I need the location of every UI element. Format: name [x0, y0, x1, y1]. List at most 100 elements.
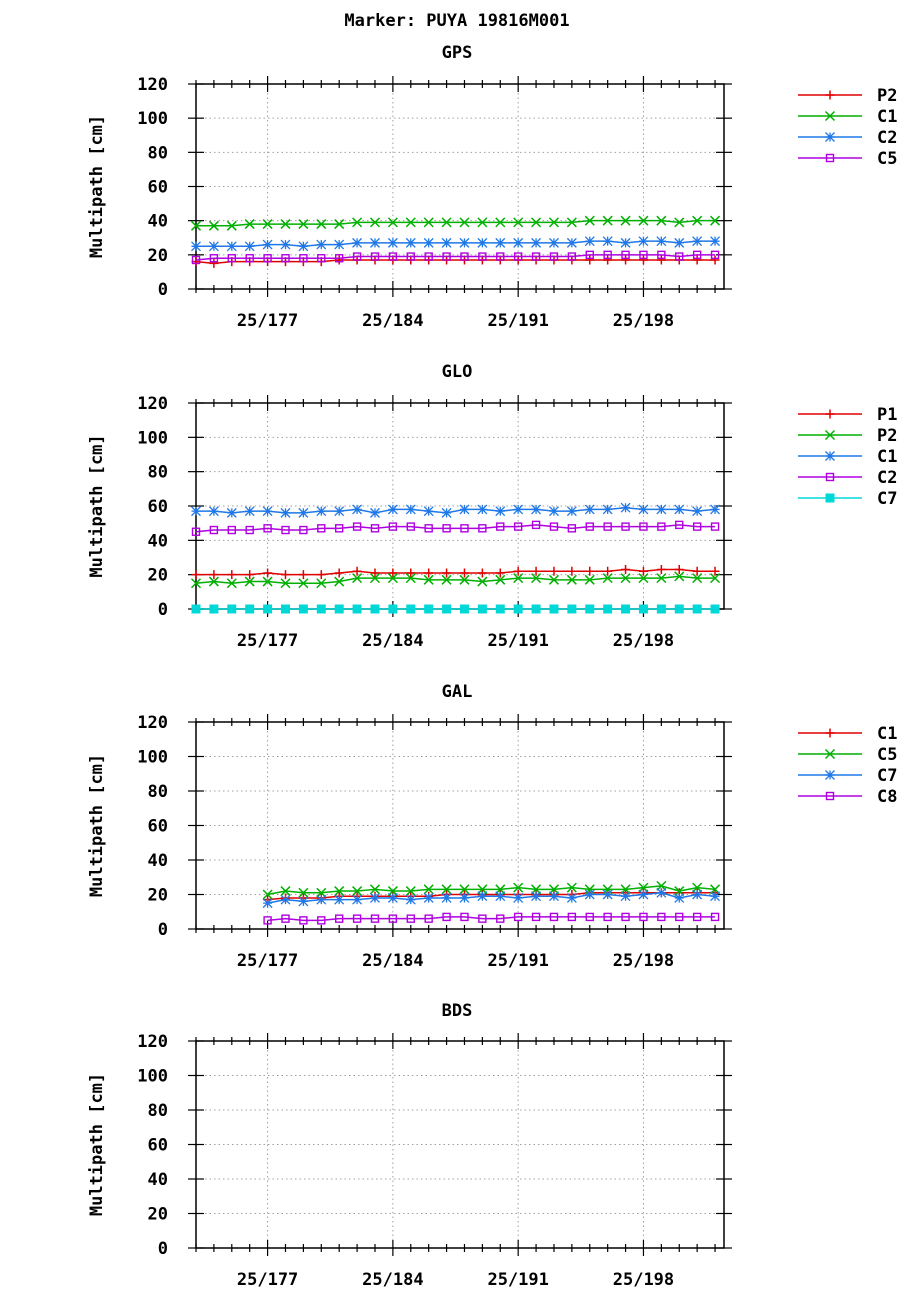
- gps-c2-point: [280, 239, 291, 250]
- gps-series-c5: [191, 250, 720, 265]
- gal-c5-point: [298, 887, 309, 898]
- glo-c1-point: [405, 504, 416, 515]
- glo-p2-point: [352, 573, 363, 584]
- gps-c5-point: [370, 252, 380, 261]
- glo-ytick-label: 100: [137, 428, 168, 448]
- glo-p2-line: [195, 575, 716, 585]
- glo-c7-point: [316, 604, 326, 614]
- gal-c7-point: [459, 892, 470, 903]
- gps-c5-point: [531, 252, 541, 261]
- gal-c7-point: [602, 889, 613, 900]
- glo-c7-point: [585, 604, 595, 614]
- glo-p1-point: [603, 566, 613, 576]
- glo-c1-point: [387, 504, 398, 515]
- glo-c7-point: [388, 604, 398, 614]
- gal-legend-label: C8: [877, 787, 897, 807]
- gps-ytick-label: 60: [148, 178, 168, 198]
- glo-p2-point: [208, 576, 219, 587]
- gps-c5-point: [299, 254, 308, 263]
- glo-c7-point: [352, 604, 362, 614]
- glo-p1-point: [710, 566, 720, 576]
- gps-c1-point: [334, 219, 345, 230]
- gal-legend-marker: [825, 770, 835, 780]
- glo-c1-point: [584, 504, 595, 515]
- gal-c8-point: [531, 912, 541, 922]
- glo-p2-point: [441, 574, 452, 585]
- gps-c2-point: [566, 237, 577, 248]
- gps-ytick-label: 40: [148, 212, 168, 232]
- gal-c5-point: [459, 884, 470, 895]
- glo-p1-point: [424, 568, 434, 578]
- glo-legend-marker: [824, 429, 836, 441]
- gps-ytick-label: 120: [137, 75, 168, 95]
- gal-legend-marker: [824, 748, 836, 760]
- gal-c8-point: [352, 914, 362, 923]
- glo-ytick-label: 60: [148, 497, 168, 517]
- bds-ytick-label: 120: [137, 1032, 168, 1052]
- gal-ytick-label: 40: [148, 851, 168, 871]
- glo-c2-point: [460, 524, 469, 533]
- gps-c2-point: [656, 236, 667, 247]
- glo-c2-point: [585, 522, 594, 531]
- gal-ytick-label: 60: [148, 817, 168, 837]
- glo-c1-line: [196, 506, 716, 514]
- gal-c8-point: [334, 914, 344, 923]
- gal-c7-point: [405, 894, 416, 905]
- gps-series-c2: [191, 236, 721, 252]
- gps-c1-point: [369, 217, 381, 228]
- gps-c2-point: [387, 237, 398, 248]
- gal-ytick-label: 100: [137, 748, 168, 768]
- bds-ytick-label: 60: [148, 1136, 168, 1156]
- gps-ytick-label: 0: [158, 280, 168, 300]
- glo-c1-point: [513, 504, 524, 515]
- gps-c1-point: [244, 219, 255, 230]
- gps-p2-point: [585, 255, 595, 265]
- gps-xtick-label: 25/177: [237, 311, 298, 331]
- gal-c8-point: [281, 914, 290, 923]
- gal-ylabel: Multipath [cm]: [87, 754, 107, 897]
- gps-c5-point: [567, 252, 577, 261]
- gps-c2-point: [531, 237, 542, 248]
- glo-c2-point: [245, 525, 254, 535]
- gps-c1-point: [441, 217, 452, 228]
- glo-p1-point: [370, 568, 380, 578]
- gps-c1-point: [674, 217, 685, 228]
- glo-p1-point: [656, 565, 666, 575]
- glo-c7-point: [227, 604, 237, 614]
- gal-c7-point: [692, 889, 703, 900]
- gal-panel: GAL 0 20 40 60 80 100 120 25/177 25/184 25/191 25/1…: [87, 682, 897, 971]
- gal-legend-entry: C7: [798, 766, 897, 786]
- glo-c7-point: [656, 604, 666, 614]
- gps-c2-point: [549, 237, 559, 248]
- glo-c2-point: [692, 522, 702, 531]
- glo-c7-point: [567, 604, 577, 614]
- glo-c2-point: [675, 520, 684, 530]
- gps-c1-point: [531, 217, 542, 228]
- glo-p1-point: [495, 568, 505, 578]
- glo-p1-point: [280, 570, 290, 580]
- gps-c5-point: [496, 252, 505, 261]
- bds-ytick-label: 100: [137, 1067, 168, 1087]
- glo-p1-point: [209, 570, 219, 580]
- gal-ytick-label: 0: [158, 920, 168, 940]
- gps-c5-point: [442, 252, 451, 261]
- gal-c8-point: [388, 914, 398, 923]
- glo-p2-point: [477, 576, 488, 587]
- glo-p1-point: [191, 570, 201, 580]
- gps-c1-point: [513, 217, 524, 228]
- gal-c7-point: [620, 891, 631, 902]
- glo-ytick-label: 120: [137, 394, 168, 414]
- gal-c8-point: [442, 912, 451, 922]
- gps-p2-point: [656, 255, 666, 265]
- gps-c5-point: [352, 252, 362, 261]
- glo-c2-point: [496, 522, 505, 531]
- gps-c1-point: [548, 217, 559, 228]
- gal-c5-point: [441, 884, 452, 895]
- bds-plot-frame: [195, 1040, 725, 1249]
- gal-c5-point: [405, 886, 416, 897]
- glo-c7-point: [459, 604, 469, 614]
- gps-c5-point: [209, 254, 219, 263]
- glo-xtick-label: 25/177: [237, 631, 298, 651]
- glo-ytick-label: 0: [158, 600, 168, 620]
